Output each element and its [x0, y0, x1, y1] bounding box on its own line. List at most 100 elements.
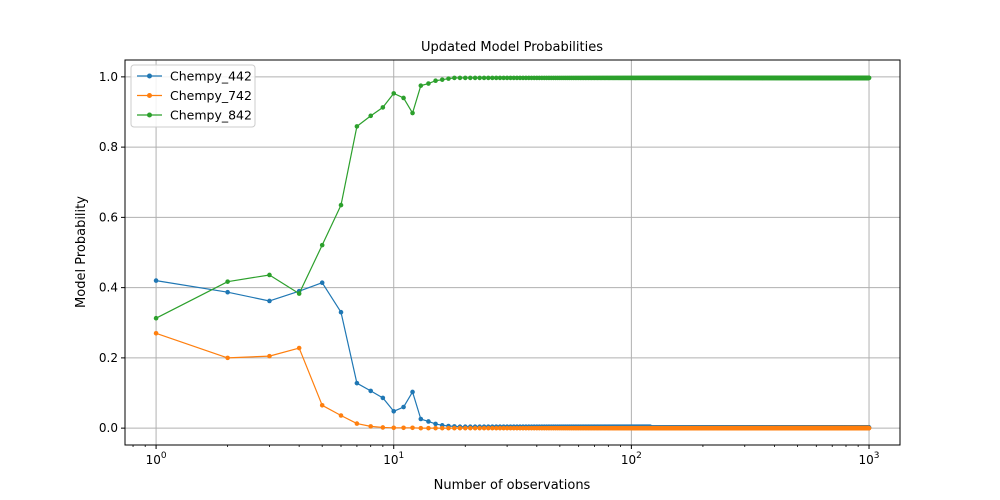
- data-point: [468, 75, 473, 81]
- y-tick-label: 0.2: [99, 351, 118, 365]
- legend-label: Chempy_842: [170, 108, 252, 123]
- data-point: [472, 425, 478, 431]
- data-point: [267, 353, 272, 359]
- data-point: [225, 289, 230, 295]
- data-point: [418, 416, 424, 422]
- legend-label: Chempy_442: [170, 69, 252, 84]
- data-point: [462, 425, 468, 431]
- legend-item: Chempy_442: [137, 69, 252, 84]
- chart-title: Updated Model Probabilities: [421, 40, 603, 55]
- data-point: [490, 75, 495, 81]
- data-point: [457, 75, 463, 81]
- data-point: [225, 279, 230, 284]
- data-point: [418, 425, 424, 431]
- x-tick-label-exponent: 3: [874, 451, 880, 461]
- data-point: [481, 425, 487, 431]
- data-point: [866, 425, 872, 431]
- legend-marker: [147, 93, 152, 98]
- data-point: [380, 425, 386, 430]
- legend-marker: [147, 73, 152, 79]
- data-point: [452, 425, 457, 431]
- legend-item: Chempy_742: [137, 88, 252, 103]
- data-point: [401, 425, 406, 431]
- data-point: [368, 388, 374, 394]
- y-tick-label: 0.0: [99, 421, 118, 435]
- legend-label: Chempy_742: [170, 88, 252, 103]
- y-tick-label: 1.0: [99, 70, 118, 84]
- data-point: [493, 75, 499, 81]
- data-point: [267, 272, 272, 278]
- data-point: [511, 425, 517, 431]
- data-point: [368, 424, 374, 429]
- data-point: [433, 425, 438, 431]
- data-point: [319, 280, 325, 286]
- legend: Chempy_442 Chempy_742 Chempy_842: [130, 64, 256, 128]
- data-point: [501, 425, 506, 431]
- data-point: [504, 425, 510, 431]
- data-point: [296, 291, 302, 296]
- data-point: [296, 345, 302, 351]
- x-tick-label-exponent: 2: [636, 451, 642, 461]
- x-tick-label: 102: [621, 451, 642, 467]
- data-point: [486, 75, 491, 81]
- series-Chempy_742: [153, 330, 872, 431]
- data-point: [153, 278, 159, 283]
- data-point: [457, 425, 463, 431]
- data-point: [468, 425, 473, 431]
- data-point: [410, 389, 415, 395]
- y-tick-label: 0.6: [99, 210, 118, 224]
- data-point: [490, 425, 495, 431]
- x-tick-label-exponent: 1: [399, 451, 405, 461]
- data-point: [452, 75, 457, 81]
- data-point: [426, 419, 431, 424]
- data-point: [338, 309, 344, 315]
- data-point: [267, 298, 272, 304]
- y-tick-label: 0.4: [99, 281, 118, 295]
- data-point: [319, 403, 325, 408]
- data-point: [493, 425, 499, 431]
- x-tick-label-base: 10: [621, 453, 636, 467]
- data-point: [426, 81, 431, 86]
- data-point: [338, 413, 344, 418]
- x-tick-label-base: 10: [146, 453, 161, 467]
- x-tick-label-base: 10: [383, 453, 398, 467]
- data-point: [504, 75, 510, 81]
- legend-box: [130, 64, 256, 128]
- data-point: [472, 75, 478, 81]
- data-point: [354, 421, 360, 426]
- data-point: [380, 395, 386, 401]
- data-point: [508, 75, 513, 81]
- x-tick-label: 103: [859, 451, 880, 467]
- data-point: [477, 425, 482, 431]
- data-point: [508, 425, 513, 431]
- x-tick-label: 100: [146, 451, 167, 467]
- data-point: [354, 380, 360, 386]
- data-point: [391, 91, 397, 96]
- data-point: [338, 202, 344, 208]
- legend-item: Chempy_842: [137, 108, 252, 123]
- data-point: [391, 408, 397, 414]
- data-point: [433, 78, 438, 84]
- data-point: [225, 355, 230, 361]
- data-point: [319, 242, 325, 248]
- x-tick-label: 101: [383, 451, 404, 467]
- data-point: [401, 404, 406, 410]
- legend-marker: [147, 112, 152, 118]
- data-point: [866, 75, 872, 81]
- data-point: [477, 75, 482, 81]
- y-axis-label: Model Probability: [74, 196, 89, 308]
- data-point: [446, 425, 451, 431]
- y-tick-label: 0.8: [99, 140, 118, 154]
- data-point: [501, 75, 506, 81]
- data-point: [426, 425, 431, 431]
- plot-frame: [124, 59, 901, 446]
- x-axis-label: Number of observations: [434, 478, 591, 493]
- series-layer: [153, 75, 872, 431]
- x-tick-label-exponent: 0: [161, 451, 167, 461]
- data-point: [439, 425, 445, 431]
- data-point: [153, 315, 159, 321]
- data-point: [391, 425, 397, 431]
- data-point: [486, 425, 491, 431]
